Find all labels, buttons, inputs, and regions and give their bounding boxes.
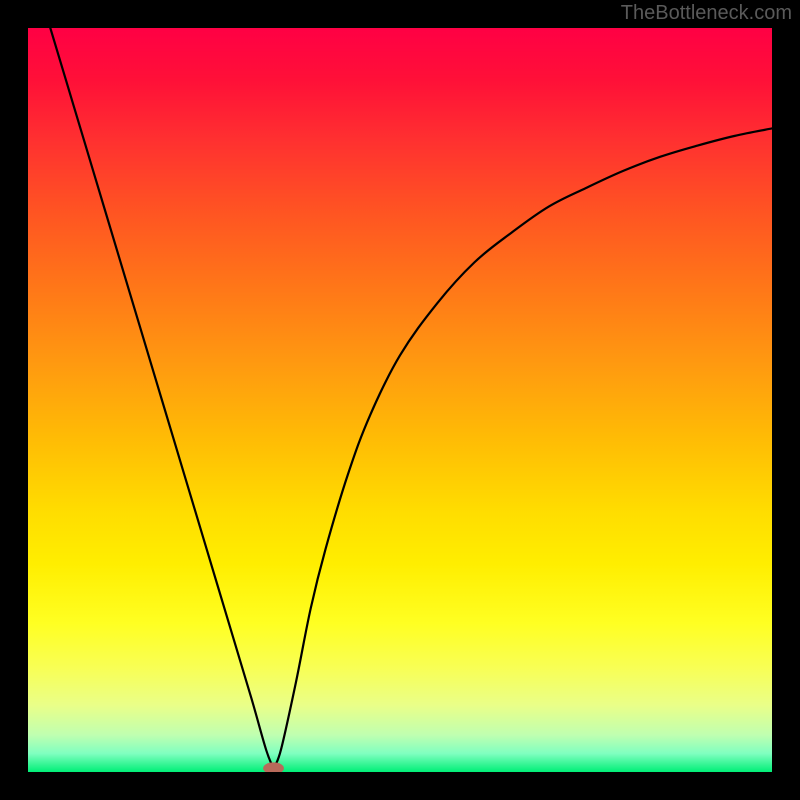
watermark-text: TheBottleneck.com [621, 2, 792, 25]
bottleneck-chart-svg [28, 28, 772, 772]
gradient-background [28, 28, 772, 772]
chart-plot-area [28, 28, 772, 772]
